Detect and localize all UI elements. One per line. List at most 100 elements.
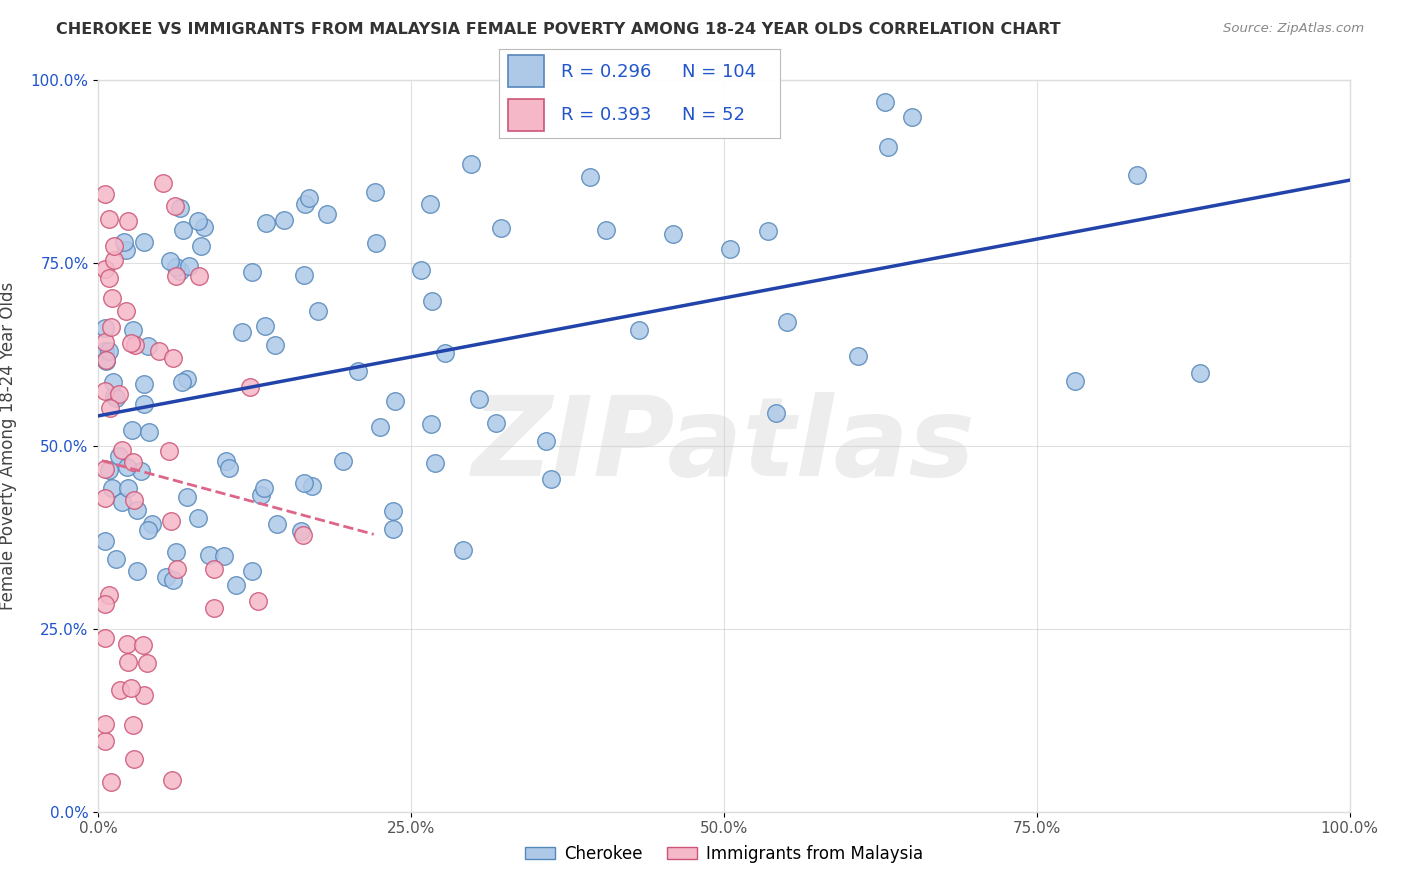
Point — [93, 632, 115, 646]
Point — [250, 488, 273, 502]
Point — [155, 570, 177, 584]
Text: R = 0.393: R = 0.393 — [561, 106, 651, 124]
Point — [141, 517, 163, 532]
Point — [202, 600, 225, 615]
Point — [307, 304, 329, 318]
Point — [117, 655, 139, 669]
Point — [160, 772, 183, 787]
Point — [1126, 169, 1149, 183]
Point — [301, 479, 323, 493]
Point — [875, 95, 897, 109]
Point — [212, 549, 235, 563]
Point — [453, 542, 475, 557]
Point — [169, 202, 191, 216]
Point — [115, 243, 138, 257]
Point — [104, 392, 127, 406]
Point — [172, 223, 194, 237]
Point — [202, 562, 225, 576]
Point — [93, 534, 115, 549]
Point — [93, 187, 115, 202]
Point — [97, 589, 120, 603]
Point — [129, 464, 152, 478]
Point — [240, 265, 263, 279]
Point — [100, 319, 122, 334]
Point — [108, 387, 131, 401]
Point — [100, 775, 122, 789]
Point — [409, 263, 432, 277]
Point — [115, 636, 138, 650]
Point — [97, 271, 120, 285]
Point — [101, 292, 124, 306]
Point — [242, 564, 264, 578]
Point — [110, 683, 132, 698]
Point — [190, 239, 212, 253]
Point — [364, 236, 387, 251]
Point — [332, 454, 354, 468]
Point — [765, 406, 787, 420]
Point — [263, 338, 285, 352]
Point — [152, 176, 174, 190]
Point — [423, 456, 446, 470]
Point — [117, 481, 139, 495]
Point — [165, 268, 187, 283]
Point — [247, 594, 270, 608]
Point — [419, 197, 441, 211]
Point — [485, 416, 508, 430]
Point — [93, 597, 115, 611]
Point — [125, 502, 148, 516]
Point — [93, 462, 115, 476]
Point — [169, 264, 191, 278]
Point — [115, 459, 138, 474]
Point — [103, 253, 125, 268]
Point — [108, 449, 131, 463]
Point — [382, 522, 405, 536]
Text: N = 104: N = 104 — [682, 63, 756, 81]
Point — [292, 475, 315, 490]
Point — [121, 323, 143, 337]
Point — [316, 207, 339, 221]
Point — [384, 393, 406, 408]
Point — [120, 681, 142, 696]
Point — [122, 455, 145, 469]
Bar — [508, 99, 544, 131]
Point — [433, 346, 456, 360]
Point — [876, 140, 898, 154]
Point — [266, 516, 288, 531]
Point — [93, 262, 115, 277]
Point — [121, 424, 143, 438]
Point — [115, 304, 138, 318]
Point — [628, 323, 651, 337]
Point — [536, 434, 558, 449]
Point — [1063, 374, 1085, 388]
Point — [364, 185, 387, 199]
Point — [460, 157, 482, 171]
Point — [98, 462, 121, 476]
Point — [103, 239, 125, 253]
Point — [291, 528, 314, 542]
Point — [166, 562, 188, 576]
Point — [120, 336, 142, 351]
Point — [122, 752, 145, 766]
Point — [138, 425, 160, 439]
Point — [98, 401, 121, 416]
Text: Source: ZipAtlas.com: Source: ZipAtlas.com — [1223, 22, 1364, 36]
Legend: Cherokee, Immigrants from Malaysia: Cherokee, Immigrants from Malaysia — [519, 838, 929, 869]
Point — [132, 376, 155, 391]
Point — [231, 326, 253, 340]
Point — [294, 197, 316, 211]
Point — [420, 294, 443, 309]
Text: ZIPatlas: ZIPatlas — [472, 392, 976, 500]
Point — [136, 339, 159, 353]
Text: CHEROKEE VS IMMIGRANTS FROM MALAYSIA FEMALE POVERTY AMONG 18-24 YEAR OLDS CORREL: CHEROKEE VS IMMIGRANTS FROM MALAYSIA FEM… — [56, 22, 1062, 37]
Point — [540, 472, 562, 486]
Point — [134, 397, 156, 411]
Point — [93, 321, 115, 335]
Point — [846, 349, 869, 363]
Point — [776, 315, 799, 329]
Point — [165, 260, 187, 274]
Point — [187, 511, 209, 525]
Point — [112, 235, 135, 249]
Point — [419, 417, 441, 431]
Point — [468, 392, 491, 406]
Point — [93, 717, 115, 731]
